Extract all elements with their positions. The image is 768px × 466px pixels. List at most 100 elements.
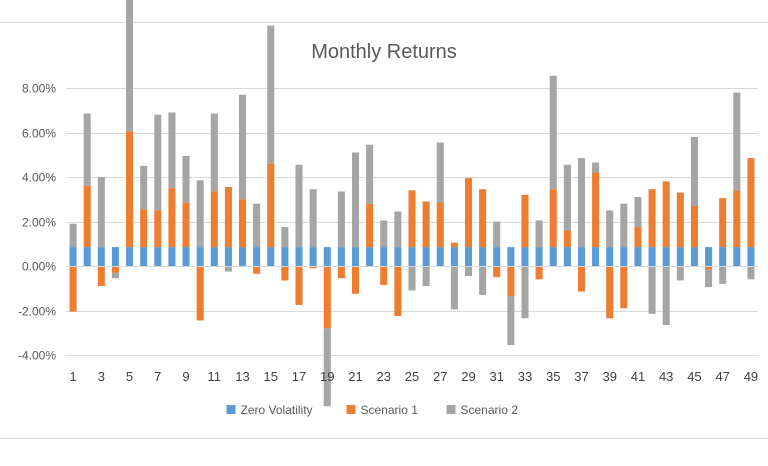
bar-scenario-2: Scenario 2 37: 4.00% <box>577 158 585 248</box>
bar-scenario-1: Scenario 1 24: -2.25% <box>394 266 402 317</box>
bar-zero-volatility: Zero Volatility 14: 0.85% <box>253 247 261 266</box>
x-tick-label: 9 <box>182 369 189 384</box>
bar-scenario-2: Scenario 2 31: 1.15% <box>493 221 501 248</box>
bar-zero-volatility: Zero Volatility 7: 0.85% <box>154 247 162 266</box>
bar-scenario-1: Scenario 1 49: 4.00% <box>747 158 755 248</box>
y-tick-label: -2.00% <box>18 305 56 319</box>
bar-scenario-1: Scenario 1 13: 2.15% <box>239 199 247 248</box>
bar-zero-volatility: Zero Volatility 18: 0.85% <box>309 247 317 266</box>
bar-scenario-1: Scenario 1 44: 2.45% <box>676 192 684 248</box>
bar-zero-volatility: Zero Volatility 17: 0.85% <box>295 247 303 266</box>
y-tick-label: 8.00% <box>22 82 56 96</box>
legend-swatch-scenario-1 <box>346 405 356 414</box>
bar-scenario-1: Scenario 1 10: -2.45% <box>196 266 204 321</box>
bar-zero-volatility: Zero Volatility 46: 0.85% <box>705 247 713 266</box>
bar-zero-volatility: Zero Volatility 5: 0.85% <box>126 247 134 266</box>
bar-scenario-1: Scenario 1 4: -0.30% <box>111 266 119 273</box>
bar-scenario-2: Scenario 2 36: 2.95% <box>563 164 571 231</box>
bar-scenario-2: Scenario 2 26: -0.90% <box>422 266 430 287</box>
bar-zero-volatility: Zero Volatility 23: 0.85% <box>380 247 388 266</box>
x-tick-label: 19 <box>320 369 334 384</box>
bar-scenario-2: Scenario 2 19: -3.50% <box>323 328 331 407</box>
bar-scenario-2: Scenario 2 16: 0.90% <box>281 227 289 248</box>
bar-zero-volatility: Zero Volatility 47: 0.85% <box>719 247 727 266</box>
bar-scenario-1: Scenario 1 33: 2.35% <box>521 194 529 248</box>
bar-scenario-2: Scenario 2 14: 1.95% <box>253 203 261 248</box>
x-tick-label: 37 <box>574 369 588 384</box>
bar-zero-volatility: Zero Volatility 45: 0.85% <box>690 247 698 266</box>
bar-scenario-2: Scenario 2 8: 3.40% <box>168 112 176 189</box>
bar-scenario-1: Scenario 1 39: -2.35% <box>606 266 614 319</box>
x-tick-label: 31 <box>489 369 503 384</box>
bar-scenario-2: Scenario 2 34: 1.20% <box>535 220 543 248</box>
bar-zero-volatility: Zero Volatility 33: 0.85% <box>521 247 529 266</box>
y-tick-label: 4.00% <box>22 171 56 185</box>
bar-zero-volatility: Zero Volatility 16: 0.85% <box>281 247 289 266</box>
bar-scenario-1: Scenario 1 12: 2.70% <box>224 187 232 248</box>
bar-scenario-2: Scenario 2 40: 1.95% <box>620 203 628 248</box>
bar-zero-volatility: Zero Volatility 11: 0.85% <box>210 247 218 266</box>
bar-scenario-2: Scenario 2 21: 4.25% <box>351 152 360 248</box>
bar-scenario-1: Scenario 1 41: 0.90% <box>634 227 642 248</box>
bar-zero-volatility: Zero Volatility 13: 0.85% <box>239 247 247 266</box>
bar-scenario-2: Scenario 2 13: 4.70% <box>239 94 247 200</box>
bar-scenario-1: Scenario 1 3: -0.90% <box>97 266 105 287</box>
bar-scenario-1: Scenario 1 38: 3.35% <box>592 172 600 248</box>
bar-scenario-1: Scenario 1 8: 2.65% <box>168 188 176 248</box>
legend-label-scenario-2: Scenario 2 <box>461 403 519 417</box>
bar-scenario-2: Scenario 2 38: 0.45% <box>592 162 600 173</box>
bar-zero-volatility: Zero Volatility 40: 0.85% <box>620 247 628 266</box>
bar-scenario-1: Scenario 1 46: -0.15% <box>705 266 713 270</box>
y-axis-tick-labels: -4.00% -2.00% 0.00% 2.00% 4.00% 6.00% 8.00% <box>18 82 56 363</box>
bar-zero-volatility: Zero Volatility 15: 0.85% <box>267 247 275 266</box>
bar-zero-volatility: Zero Volatility 25: 0.85% <box>408 247 416 266</box>
x-tick-label: 13 <box>235 369 249 384</box>
bar-scenario-1: Scenario 1 22: 1.95% <box>366 203 374 248</box>
bar-scenario-1: Scenario 1 9: 2.00% <box>182 202 190 248</box>
bar-zero-volatility: Zero Volatility 10: 0.85% <box>196 247 204 266</box>
bar-zero-volatility: Zero Volatility 1: 0.85% <box>69 247 77 266</box>
bar-zero-volatility: Zero Volatility 24: 0.85% <box>394 247 402 266</box>
bar-zero-volatility: Zero Volatility 9: 0.85% <box>182 247 190 266</box>
x-tick-label: 41 <box>631 369 645 384</box>
bar-scenario-2: Scenario 2 46: -0.80% <box>705 269 713 288</box>
legend-swatch-scenario-2 <box>446 405 456 414</box>
bar-scenario-2: Scenario 2 48: 4.40% <box>733 92 741 191</box>
bar-scenario-1: Scenario 1 5: 5.20% <box>126 131 134 248</box>
bar-zero-volatility: Zero Volatility 21: 0.85% <box>351 247 360 266</box>
bar-scenario-1: Scenario 1 23: -0.85% <box>380 266 388 285</box>
bar-scenario-2: Scenario 2 25: -1.10% <box>408 266 416 291</box>
bar-scenario-1: Scenario 1 19: -2.80% <box>323 266 331 329</box>
bar-zero-volatility: Zero Volatility 2: 0.85% <box>83 247 91 266</box>
bar-scenario-2: Scenario 2 41: 1.35% <box>634 197 642 228</box>
x-tick-label: 33 <box>518 369 532 384</box>
bar-scenario-2: Scenario 2 33: -2.35% <box>521 266 529 319</box>
bar-zero-volatility: Zero Volatility 37: 0.85% <box>577 247 585 266</box>
bar-zero-volatility: Zero Volatility 30: 0.85% <box>479 247 487 266</box>
legend-label-scenario-1: Scenario 1 <box>361 403 419 417</box>
bar-scenario-2: Scenario 2 22: 2.65% <box>366 144 374 204</box>
bar-scenario-1: Scenario 1 25: 2.55% <box>408 190 416 248</box>
bar-scenario-1: Scenario 1 26: 2.05% <box>422 201 430 248</box>
x-tick-label: 47 <box>715 369 729 384</box>
bar-scenario-1: Scenario 1 35: 2.60% <box>549 189 557 248</box>
bar-scenario-1: Scenario 1 36: 0.75% <box>563 230 571 248</box>
bar-scenario-2: Scenario 2 5: 6.20% <box>126 0 134 132</box>
x-axis-tick-labels: 1 3 5 7 9 11 13 15 17 19 21 23 25 27 29 31 33 35 37 39 41 43 4… <box>69 369 758 384</box>
bar-zero-volatility: Zero Volatility 22: 0.85% <box>366 247 374 266</box>
bar-scenario-2: Scenario 2 10: 3.00% <box>196 180 204 248</box>
bar-scenario-1: Scenario 1 32: -1.35% <box>507 266 515 297</box>
bar-zero-volatility: Zero Volatility 44: 0.85% <box>676 247 684 266</box>
bar-scenario-1: Scenario 1 31: -0.50% <box>493 266 501 278</box>
bar-scenario-1: Scenario 1 14: -0.35% <box>253 266 261 274</box>
bar-scenario-1: Scenario 1 20: -0.55% <box>337 266 345 279</box>
bar-scenario-2: Scenario 2 4: -0.25% <box>111 272 119 279</box>
x-tick-label: 3 <box>98 369 105 384</box>
x-tick-label: 35 <box>546 369 560 384</box>
bar-zero-volatility: Zero Volatility 32: 0.85% <box>507 247 515 266</box>
bar-scenario-2: Scenario 2 3: 3.15% <box>97 177 105 248</box>
bar-scenario-2: Scenario 2 17: 3.70% <box>295 164 303 248</box>
x-tick-label: 21 <box>348 369 362 384</box>
